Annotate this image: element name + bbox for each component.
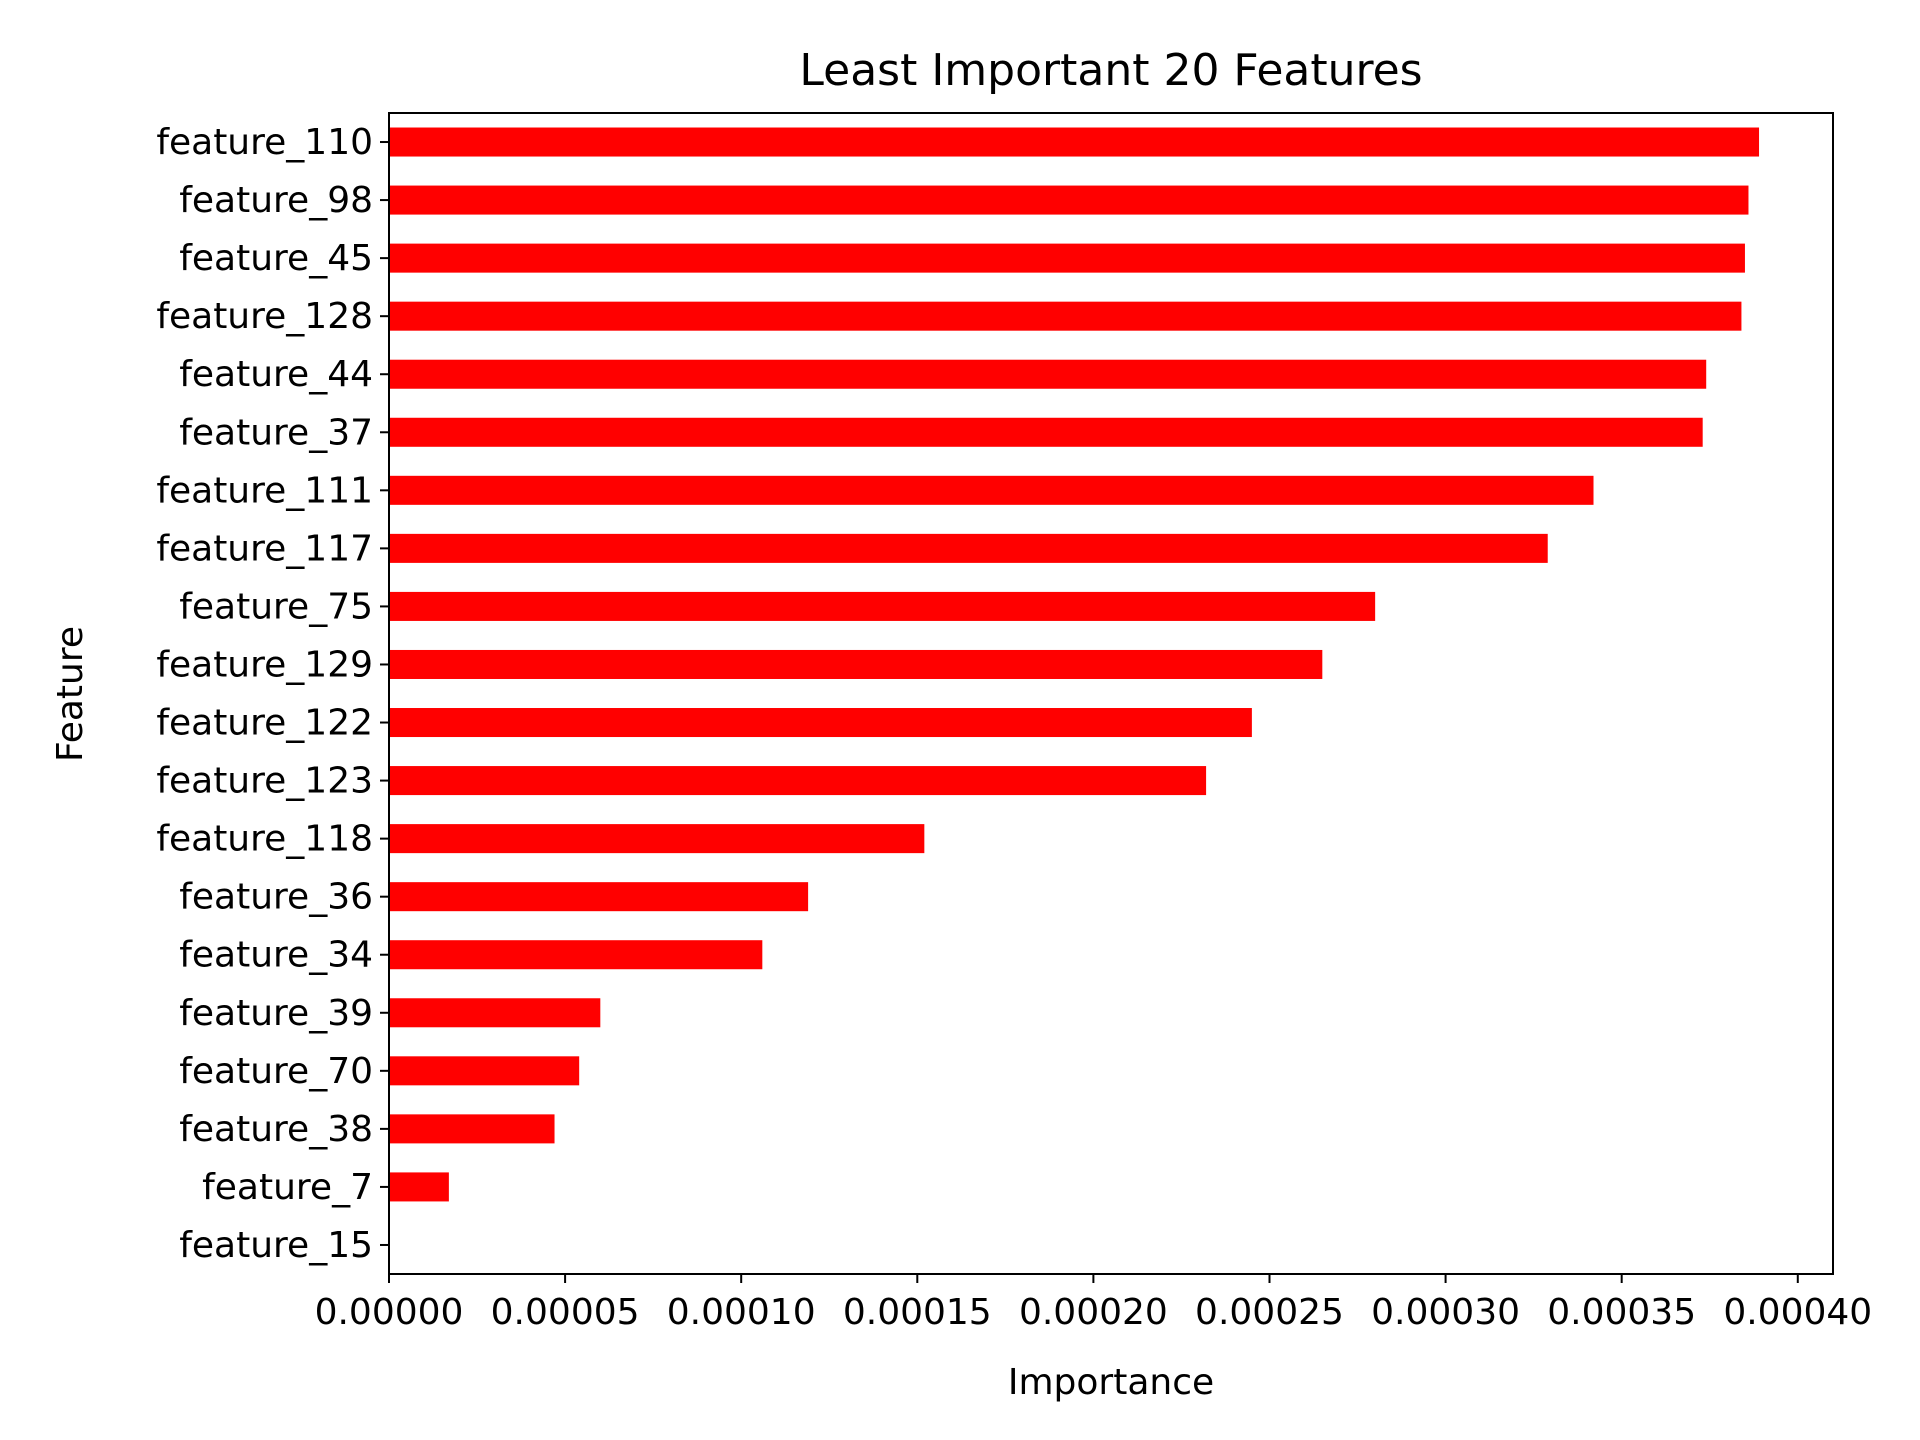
y-tick-label: feature_37 <box>179 412 373 453</box>
x-tick-label: 0.00010 <box>667 1292 816 1333</box>
y-tick-label: feature_98 <box>179 180 373 221</box>
bar-feature_123 <box>389 766 1207 796</box>
bar-feature_37 <box>389 417 1703 447</box>
y-tick-label: feature_70 <box>179 1051 373 1092</box>
bar-feature_129 <box>389 649 1323 679</box>
bar-feature_34 <box>389 940 763 970</box>
y-tick-label: feature_75 <box>179 586 373 627</box>
bar-feature_7 <box>389 1172 449 1202</box>
plot-frame <box>388 112 1834 1275</box>
x-tick-label: 0.00040 <box>1723 1292 1872 1333</box>
bar-feature_38 <box>389 1114 555 1144</box>
bar-feature_128 <box>389 301 1742 331</box>
x-tick-label: 0.00035 <box>1547 1292 1696 1333</box>
x-axis-ticks: 0.00000 0.00005 0.00010 0.00015 0.00020 0.000… <box>315 1274 1872 1333</box>
y-tick-label: feature_36 <box>179 877 373 918</box>
bar-feature_118 <box>389 824 925 854</box>
bars <box>389 127 1760 1202</box>
x-axis-label: Importance <box>1008 1362 1214 1403</box>
y-tick-label: feature_123 <box>156 761 373 802</box>
y-tick-label: feature_118 <box>156 819 373 860</box>
y-axis-ticks: feature_110 feature_98 feature_45 feature_1… <box>156 122 389 1266</box>
bar-feature_44 <box>389 359 1707 389</box>
x-tick-label: 0.00025 <box>1195 1292 1344 1333</box>
y-tick-label: feature_15 <box>179 1225 373 1266</box>
bar-feature_122 <box>389 708 1252 738</box>
y-tick-label: feature_45 <box>179 238 373 279</box>
y-tick-label: feature_39 <box>179 993 373 1034</box>
y-tick-label: feature_44 <box>179 354 373 395</box>
y-tick-label: feature_117 <box>156 528 373 569</box>
bar-feature_111 <box>389 475 1594 505</box>
y-axis-label: Feature <box>50 626 91 762</box>
x-tick-label: 0.00015 <box>843 1292 992 1333</box>
bar-feature_39 <box>389 998 601 1028</box>
y-tick-label: feature_122 <box>156 703 373 744</box>
bar-feature_110 <box>389 127 1760 157</box>
bar-feature_75 <box>389 591 1376 621</box>
x-tick-label: 0.00000 <box>315 1292 464 1333</box>
y-tick-label: feature_34 <box>179 935 373 976</box>
chart-title: Least Important 20 Features <box>799 45 1422 96</box>
y-tick-label: feature_38 <box>179 1109 373 1150</box>
bar-feature_98 <box>389 185 1749 215</box>
y-tick-label: feature_129 <box>156 644 373 685</box>
x-tick-label: 0.00020 <box>1019 1292 1168 1333</box>
x-tick-label: 0.00005 <box>491 1292 640 1333</box>
y-tick-label: feature_110 <box>156 122 373 163</box>
bar-feature_36 <box>389 882 809 912</box>
x-tick-label: 0.00030 <box>1371 1292 1520 1333</box>
y-tick-label: feature_111 <box>156 470 373 511</box>
bar-feature_70 <box>389 1056 580 1086</box>
bar-feature_45 <box>389 243 1745 273</box>
bar-feature_117 <box>389 533 1548 563</box>
y-tick-label: feature_7 <box>202 1167 373 1208</box>
y-tick-label: feature_128 <box>156 296 373 337</box>
